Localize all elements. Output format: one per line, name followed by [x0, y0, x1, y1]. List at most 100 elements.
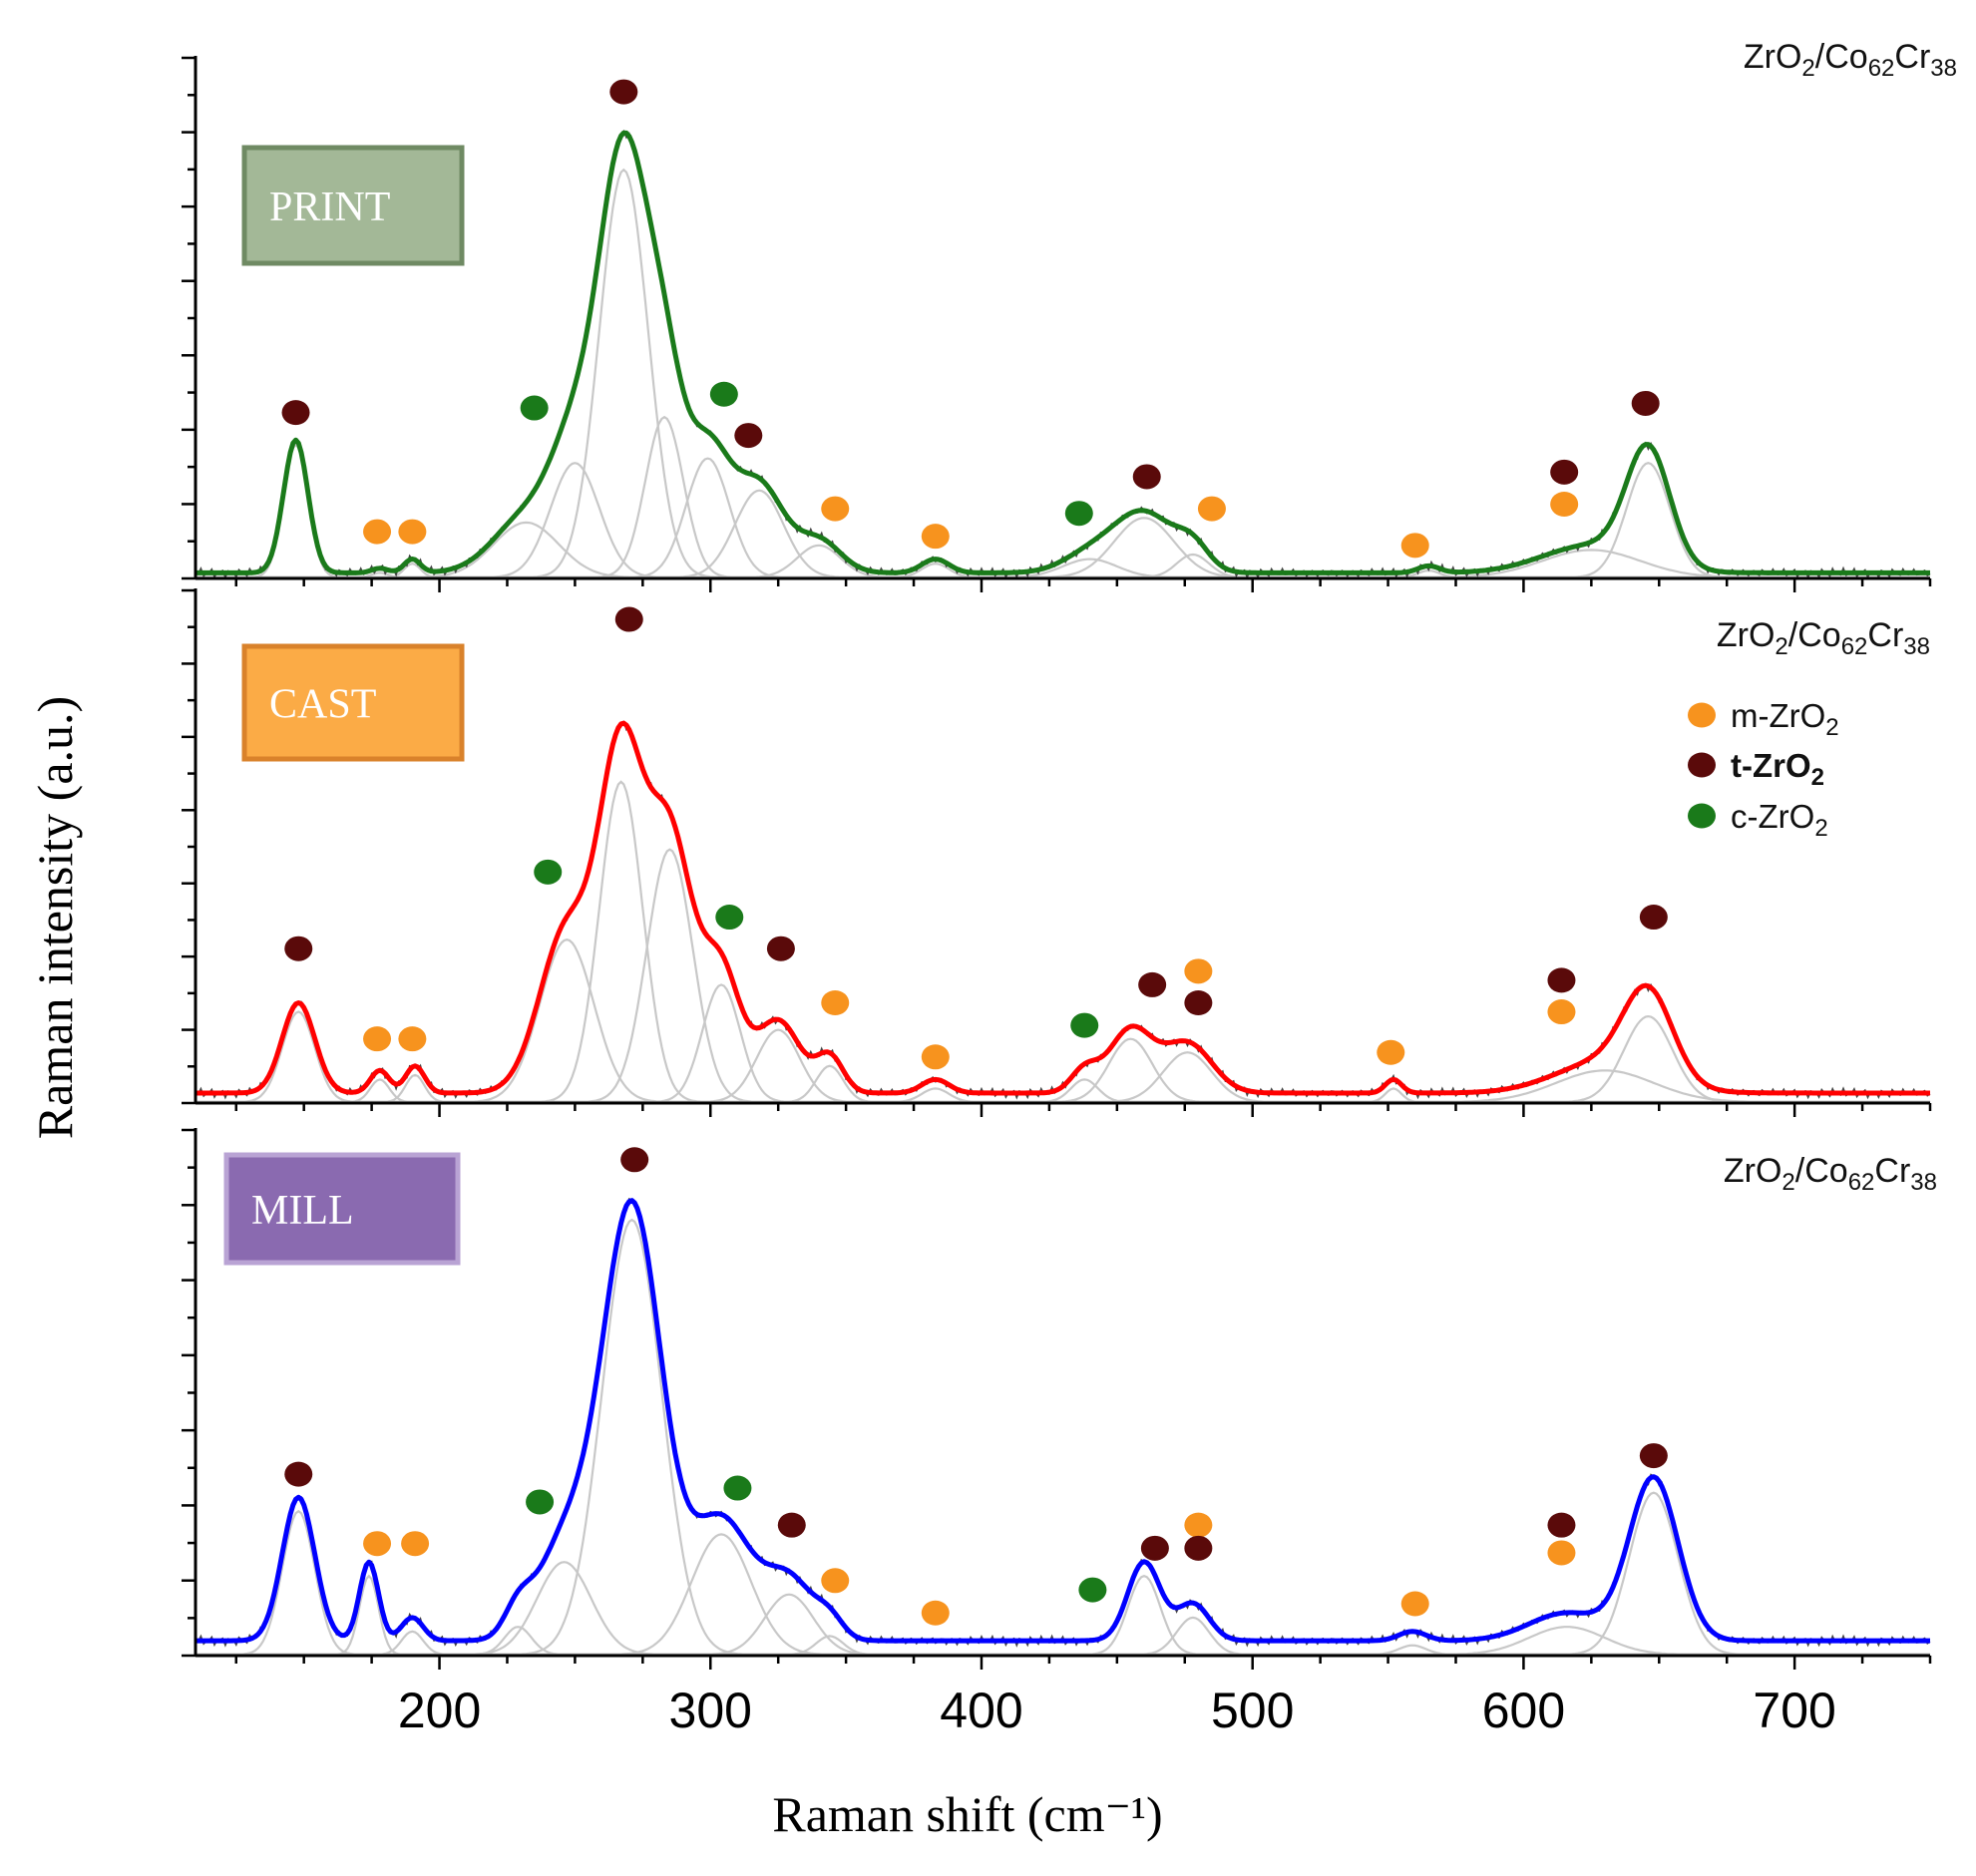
sample-label-text: /Co [1795, 1152, 1848, 1190]
badge-label: PRINT [269, 185, 390, 230]
marker-t-zro2 [1639, 905, 1668, 931]
marker-m-zro2 [1197, 496, 1226, 522]
marker-t-zro2 [777, 1512, 806, 1538]
marker-c-zro2 [723, 1475, 752, 1501]
fitted-spectrum [196, 720, 1930, 1096]
marker-t-zro2 [284, 1461, 313, 1487]
marker-t-zro2 [1550, 459, 1579, 485]
sample-label: ZrO2/Co62Cr38 [1724, 1152, 1937, 1196]
marker-t-zro2 [281, 400, 310, 426]
marker-m-zro2 [1547, 1540, 1576, 1566]
x-axis-label: Raman shift (cm⁻¹) [772, 1786, 1162, 1842]
marker-t-zro2 [1138, 971, 1167, 997]
marker-m-zro2 [921, 524, 950, 550]
sample-label-subscript: 62 [1868, 55, 1895, 82]
x-tick-label: 500 [1211, 1683, 1294, 1738]
sample-label-subscript: 2 [1801, 55, 1814, 82]
marker-m-zro2 [363, 1026, 392, 1052]
panel-print: PRINT ZrO2/Co62Cr38 [182, 38, 1957, 592]
sample-label-text: Cr [1894, 38, 1930, 76]
marker-m-zro2 [401, 1531, 430, 1557]
marker-c-zro2 [526, 1489, 555, 1515]
marker-m-zro2 [1184, 1512, 1213, 1538]
marker-t-zro2 [1140, 1535, 1169, 1561]
sample-label-text: ZrO [1724, 1152, 1782, 1190]
marker-t-zro2 [1132, 464, 1161, 490]
sample-label-text: ZrO [1717, 616, 1776, 654]
marker-m-zro2 [1184, 958, 1213, 984]
x-tick-label: 600 [1482, 1683, 1565, 1738]
marker-t-zro2 [1184, 989, 1213, 1015]
legend-marker-m-zro2 [1688, 702, 1716, 728]
marker-t-zro2 [1184, 1535, 1213, 1561]
marker-t-zro2 [1631, 390, 1660, 416]
marker-t-zro2 [734, 423, 763, 449]
fitted-spectrum [196, 1198, 1930, 1644]
marker-c-zro2 [709, 381, 738, 407]
marker-t-zro2 [620, 1147, 649, 1173]
badge-cast [241, 643, 465, 762]
marker-t-zro2 [284, 936, 313, 961]
sample-label-subscript: 62 [1848, 1169, 1875, 1196]
marker-m-zro2 [1400, 533, 1429, 559]
x-tick-labels: 200 300 400 500 600 700 [398, 1683, 1836, 1738]
marker-c-zro2 [1070, 1012, 1099, 1038]
badge-label: CAST [269, 682, 376, 728]
component-peak-5 [196, 848, 1930, 1104]
legend-label-text: t-ZrO [1731, 747, 1811, 784]
marker-c-zro2 [520, 395, 549, 421]
marker-m-zro2 [821, 989, 850, 1015]
marker-t-zro2 [609, 79, 638, 105]
badge-mill [223, 1152, 461, 1266]
legend-label-subscript: 2 [1825, 714, 1838, 741]
x-tick-label: 300 [669, 1683, 752, 1738]
component-peak-5 [196, 1218, 1930, 1657]
marker-t-zro2 [766, 936, 795, 961]
sample-label-text: /Co [1815, 38, 1868, 76]
marker-m-zro2 [363, 519, 392, 545]
sample-label-text: Cr [1874, 1152, 1910, 1190]
marker-m-zro2 [363, 1531, 392, 1557]
marker-m-zro2 [1547, 999, 1576, 1025]
marker-c-zro2 [715, 905, 744, 931]
sample-label-subscript: 38 [1930, 55, 1957, 82]
component-peak-0 [196, 1509, 1930, 1657]
marker-t-zro2 [614, 606, 643, 632]
sample-label: ZrO2/Co62Cr38 [1744, 38, 1957, 82]
legend-label-text: c-ZrO [1731, 798, 1814, 835]
legend-label-t-zro2: t-ZrO2 [1731, 747, 1824, 791]
legend-marker-t-zro2 [1688, 752, 1716, 778]
marker-m-zro2 [921, 1044, 950, 1070]
sample-label-subscript: 38 [1903, 633, 1930, 660]
legend-label-c-zro2: c-ZrO2 [1731, 798, 1828, 842]
badge-print [241, 145, 465, 266]
x-tick-label: 200 [398, 1683, 481, 1738]
marker-t-zro2 [1639, 1443, 1668, 1469]
marker-c-zro2 [534, 859, 563, 885]
sample-label-subscript: 62 [1841, 633, 1868, 660]
marker-m-zro2 [398, 519, 427, 545]
legend-label-m-zro2: m-ZrO2 [1731, 697, 1839, 741]
sample-label-subscript: 2 [1775, 633, 1787, 660]
badge-label: MILL [251, 1188, 354, 1234]
panel-mill: MILL ZrO2/Co62Cr38 [182, 1128, 1937, 1670]
marker-m-zro2 [821, 496, 850, 522]
raw-spectrum [195, 1197, 1931, 1648]
sample-label-subscript: 38 [1910, 1169, 1937, 1196]
sample-label-text: Cr [1867, 616, 1903, 654]
marker-t-zro2 [1547, 1512, 1576, 1538]
legend-label-text: m-ZrO [1731, 697, 1825, 734]
raw-spectrum [195, 720, 1931, 1100]
sample-label-text: ZrO [1744, 38, 1802, 76]
fitted-spectrum [196, 130, 1930, 575]
legend-label-subscript: 2 [1811, 764, 1824, 791]
marker-m-zro2 [1400, 1591, 1429, 1617]
marker-m-zro2 [821, 1568, 850, 1594]
sample-label-text: /Co [1788, 616, 1841, 654]
y-axis-label: Raman intensity (a.u.) [27, 696, 83, 1139]
legend-marker-c-zro2 [1688, 803, 1716, 829]
marker-m-zro2 [1377, 1039, 1405, 1065]
